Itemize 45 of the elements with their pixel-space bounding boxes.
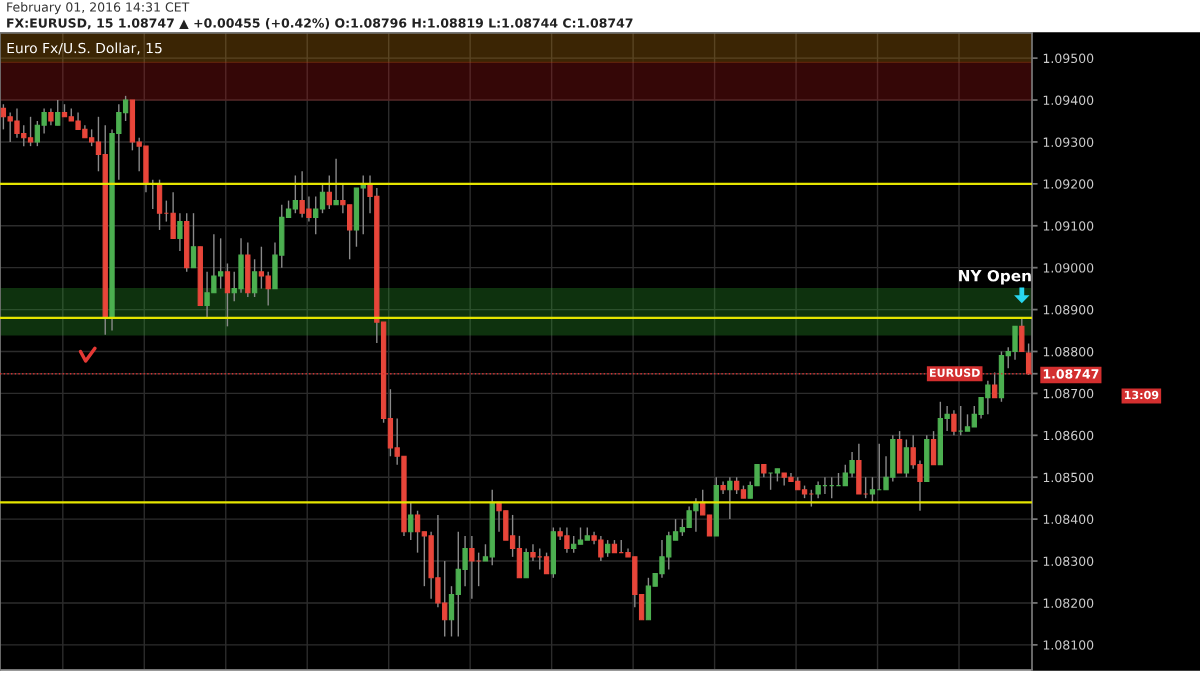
candlestick	[177, 212, 183, 252]
candlestick	[408, 501, 414, 541]
candlestick	[333, 158, 339, 206]
candlestick	[530, 543, 536, 562]
candlestick	[727, 476, 733, 520]
candlestick	[190, 212, 197, 269]
y-tick-label: 1.09300	[1043, 137, 1094, 147]
candlestick	[55, 99, 61, 126]
candlestick	[951, 409, 957, 437]
candlestick	[292, 174, 299, 214]
y-tick-label: 1.09400	[1043, 95, 1094, 105]
candlestick	[224, 262, 231, 328]
candlestick	[414, 510, 421, 554]
candlestick	[991, 371, 998, 399]
candlestick	[706, 514, 713, 537]
candlestick	[700, 489, 706, 516]
y-tick-label: 1.09200	[1043, 179, 1094, 189]
y-tick-label: 1.08700	[1043, 388, 1094, 399]
y-tick-label: 1.08400	[1043, 514, 1094, 525]
chart-subtitle: FX:EURUSD, 15 1.08747 ▲ +0.00455 (+0.42%) O:1.08796 H:1.08819 L:1.08744 C:1.08747	[7, 18, 633, 30]
candlestick	[1025, 342, 1032, 376]
annotation: Euro Fx/U.S. Dollar, 15	[7, 42, 162, 55]
y-tick-label: 1.08800	[1043, 346, 1094, 357]
candlestick	[326, 174, 332, 210]
y-tick-label: 1.08300	[1043, 556, 1094, 566]
y-tick-label: 1.09100	[1043, 221, 1094, 231]
y-tick-label: 1.08200	[1043, 598, 1094, 608]
chart-title: February 01, 2016 14:31 CET	[7, 2, 190, 15]
candlestick	[869, 476, 876, 504]
candlestick	[720, 480, 726, 495]
candlestick	[543, 551, 550, 575]
candlestick	[313, 195, 319, 235]
candlestick	[469, 535, 475, 600]
y-tick-label: 1.08100	[1043, 640, 1094, 650]
candlestick	[319, 183, 326, 214]
annotation: NY Open	[959, 269, 1031, 285]
candlestick	[251, 258, 258, 298]
y-tick-label: 1.08500	[1043, 472, 1094, 483]
y-tick-label: 1.09000	[1043, 263, 1094, 273]
y-tick-label: 1.08600	[1043, 430, 1094, 441]
text: 13:09	[1124, 390, 1159, 400]
y-tick-label: 1.09500	[1043, 53, 1094, 64]
y-tick-label: 1.08747	[1043, 369, 1099, 379]
y-tick-label: 1.08900	[1043, 305, 1094, 315]
ref-line-label: EURUSD	[930, 368, 980, 377]
